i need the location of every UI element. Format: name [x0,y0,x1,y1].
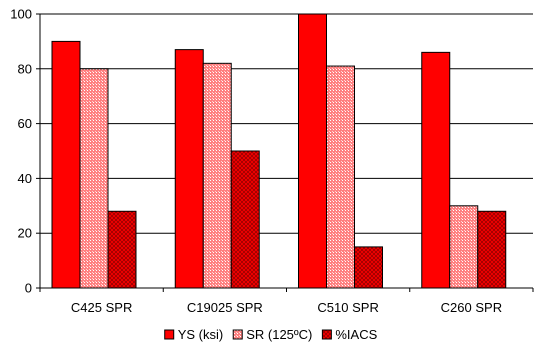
y-tick-label: 100 [10,7,32,22]
bar-sr-125-c--c260-spr [449,205,479,289]
x-tick-label: C510 SPR [317,300,378,315]
legend-label-sr-125-c-: SR (125ºC) [246,327,312,342]
bar--iacs-c425-spr [107,210,137,289]
bar-sr-125-c--c425-spr [79,68,109,289]
bar--iacs-c510-spr [354,246,383,289]
plot-area: 0 20 40 60 80 100 C425 SPR C19025 SPR C510 SPR C2… [10,7,534,315]
y-tick-label: 20 [18,226,32,241]
legend: YS (ksi) SR (125ºC) %IACS [164,327,378,342]
bar-sr-125-c--c510-spr [326,65,355,289]
x-tick-label: C425 SPR [71,300,132,315]
bar-ys-ksi--c19025-spr [174,49,204,289]
legend-swatch-sr-125-c- [232,329,243,340]
bar-ys-ksi--c260-spr [421,51,451,289]
x-tick-label: C260 SPR [441,300,502,315]
bar--iacs-c19025-spr [230,150,260,289]
legend-label--iacs: %IACS [335,327,377,342]
legend-swatch--iacs [321,329,332,340]
legend-swatch-ys-ksi- [164,329,175,340]
x-tick-label: C19025 SPR [187,300,263,315]
bar-ys-ksi--c510-spr [298,13,327,289]
y-tick-label: 80 [18,61,32,76]
y-tick-label: 60 [18,116,32,131]
y-tick-label: 40 [18,171,32,186]
bar-ys-ksi--c425-spr [51,40,81,289]
legend-label-ys-ksi-: YS (ksi) [178,327,224,342]
bar-sr-125-c--c19025-spr [202,62,232,289]
bar--iacs-c260-spr [477,210,507,289]
y-tick-label: 0 [25,281,32,296]
